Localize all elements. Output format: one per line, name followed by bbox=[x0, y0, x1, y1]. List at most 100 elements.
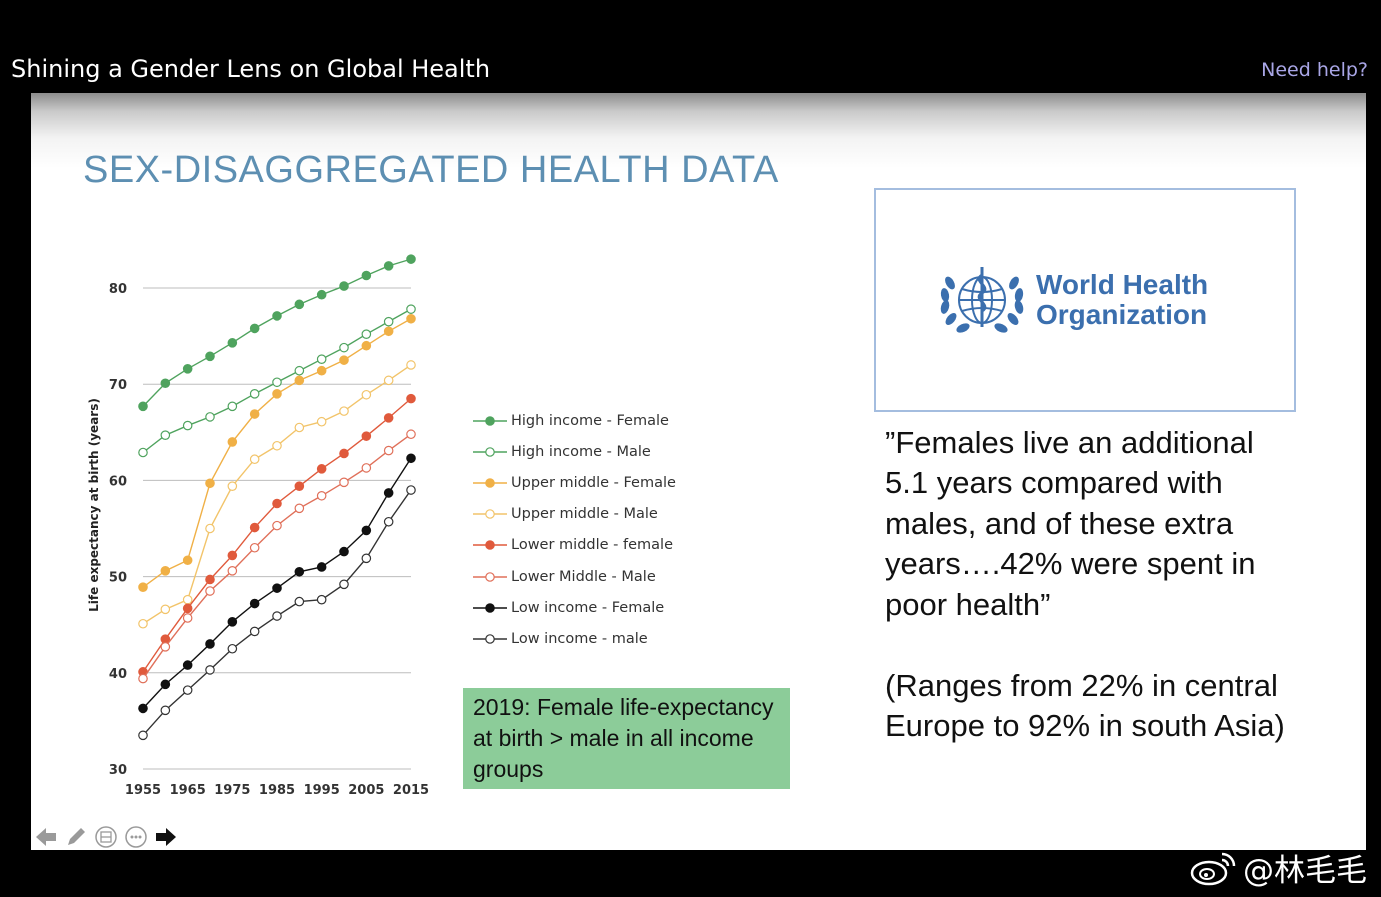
data-point bbox=[205, 639, 215, 649]
arrow-left-icon bbox=[36, 828, 56, 846]
y-tick-label: 80 bbox=[109, 282, 127, 297]
data-point bbox=[182, 364, 193, 374]
data-point bbox=[406, 304, 416, 314]
window-title: Shining a Gender Lens on Global Health bbox=[11, 55, 491, 83]
data-point bbox=[160, 705, 171, 716]
next-slide-button[interactable] bbox=[153, 824, 179, 850]
x-tick-label: 2015 bbox=[393, 783, 429, 798]
legend-swatch bbox=[473, 540, 507, 551]
data-point bbox=[361, 340, 372, 351]
x-tick-label: 1975 bbox=[214, 783, 250, 798]
data-point bbox=[339, 448, 349, 459]
more-options-button[interactable] bbox=[123, 824, 149, 850]
data-point bbox=[227, 566, 238, 576]
data-point bbox=[294, 566, 305, 577]
y-tick-label: 30 bbox=[109, 763, 127, 778]
who-name: World Health Organization bbox=[1036, 270, 1208, 330]
data-point bbox=[361, 463, 372, 473]
data-point bbox=[272, 583, 282, 593]
series-line bbox=[142, 398, 412, 673]
series-line bbox=[142, 433, 412, 679]
weibo-logo-icon bbox=[1190, 852, 1236, 885]
legend-label: High income - Male bbox=[511, 443, 651, 460]
legend-label: High income - Female bbox=[511, 412, 669, 429]
data-point bbox=[249, 389, 260, 399]
data-point bbox=[272, 377, 282, 388]
legend-swatch bbox=[473, 446, 507, 457]
legend-item: Lower Middle - Male bbox=[471, 561, 676, 592]
life-expectancy-chart: 30 40 50 60 70 80 1955 1965 1975 1985 1995 2005 2015… bbox=[87, 254, 429, 798]
data-point bbox=[294, 299, 305, 310]
data-point bbox=[160, 430, 171, 440]
data-point bbox=[227, 338, 238, 348]
who-name-line1: World Health bbox=[1036, 269, 1209, 300]
data-point bbox=[138, 703, 148, 714]
legend-swatch bbox=[473, 634, 507, 644]
data-point bbox=[316, 562, 327, 572]
data-point bbox=[249, 522, 260, 533]
legend-item: Lower middle - female bbox=[471, 530, 676, 561]
legend-swatch bbox=[473, 478, 507, 488]
help-link[interactable]: Need help? bbox=[1261, 59, 1368, 81]
legend-label: Low income - male bbox=[511, 630, 648, 647]
legend-label: Upper middle - Male bbox=[511, 506, 658, 523]
pen-tool-button[interactable] bbox=[63, 824, 89, 850]
legend-swatch bbox=[473, 509, 507, 519]
slide-title: SEX-DISAGGREGATED HEALTH DATA bbox=[83, 149, 779, 191]
legend-swatch bbox=[473, 602, 507, 613]
data-point bbox=[205, 665, 215, 675]
series-line bbox=[142, 318, 412, 588]
y-tick-label: 40 bbox=[109, 667, 127, 682]
data-point bbox=[406, 360, 416, 370]
data-point bbox=[294, 596, 305, 607]
legend-label: Lower Middle - Male bbox=[511, 568, 656, 585]
legend-item: Upper middle - Female bbox=[471, 467, 676, 498]
data-point bbox=[138, 401, 148, 412]
x-tick-label: 1985 bbox=[259, 783, 295, 798]
data-point bbox=[294, 503, 305, 514]
data-point bbox=[339, 477, 349, 488]
data-point bbox=[316, 416, 327, 427]
x-tick-label: 1965 bbox=[170, 783, 206, 798]
legend-label: Upper middle - Female bbox=[511, 474, 676, 491]
data-point bbox=[383, 316, 394, 327]
watermark-text: @林毛毛 bbox=[1243, 853, 1367, 889]
x-tick-label: 2005 bbox=[348, 783, 384, 798]
ellipsis-circle-icon bbox=[125, 826, 147, 848]
data-point bbox=[339, 406, 349, 416]
y-tick-label: 50 bbox=[109, 571, 127, 586]
data-point bbox=[406, 254, 416, 264]
arrow-right-icon bbox=[156, 828, 176, 846]
grid-circle-icon bbox=[95, 826, 117, 848]
pencil-icon bbox=[68, 828, 85, 845]
legend-item: Upper middle - Male bbox=[471, 499, 676, 530]
data-point bbox=[205, 351, 215, 362]
legend-item: High income - Male bbox=[471, 436, 676, 467]
data-point bbox=[406, 453, 416, 464]
data-point bbox=[160, 566, 171, 576]
data-point bbox=[160, 604, 171, 615]
series-line bbox=[142, 457, 412, 709]
data-point bbox=[205, 574, 215, 585]
data-point bbox=[138, 730, 148, 741]
data-point bbox=[383, 261, 394, 271]
data-point bbox=[294, 375, 305, 386]
data-point bbox=[316, 594, 327, 605]
data-point bbox=[249, 409, 260, 419]
data-point bbox=[383, 326, 394, 337]
data-point bbox=[316, 289, 327, 300]
slides-overview-button[interactable] bbox=[93, 824, 119, 850]
data-point bbox=[383, 413, 394, 423]
data-point bbox=[406, 485, 416, 495]
data-point bbox=[227, 437, 238, 447]
data-point bbox=[294, 365, 305, 376]
data-point bbox=[316, 365, 327, 376]
data-point bbox=[339, 579, 349, 590]
data-point bbox=[249, 598, 260, 609]
data-point bbox=[205, 412, 215, 422]
watermark: @林毛毛 bbox=[1189, 845, 1367, 890]
data-point bbox=[383, 488, 394, 498]
legend-swatch bbox=[473, 571, 507, 582]
previous-slide-button[interactable] bbox=[33, 824, 59, 850]
data-point bbox=[182, 660, 193, 670]
